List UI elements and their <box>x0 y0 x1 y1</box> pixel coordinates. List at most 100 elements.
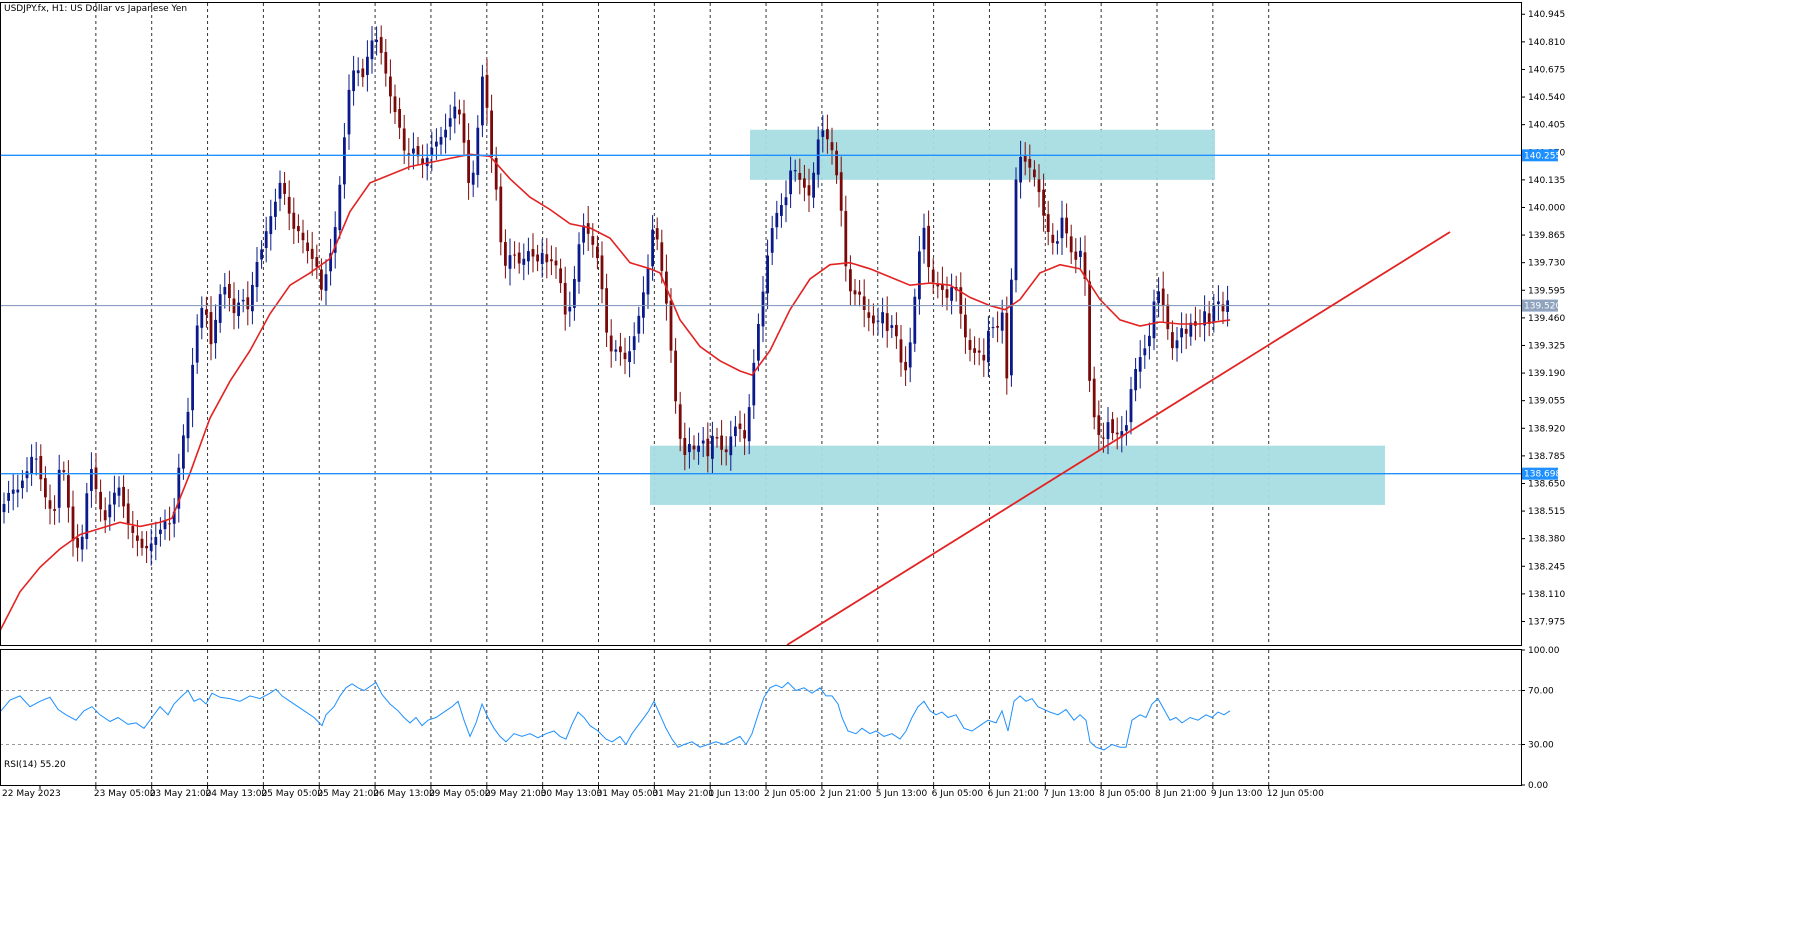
candle-body <box>697 445 700 452</box>
candle-body <box>582 225 585 243</box>
candle-body <box>76 538 79 548</box>
candle-body <box>255 261 259 288</box>
candle-body <box>494 157 498 190</box>
candle-body <box>973 348 976 353</box>
candle-body <box>292 212 296 229</box>
candle-body <box>315 257 319 267</box>
grid-layer <box>0 3 1521 785</box>
candle-body <box>504 242 507 266</box>
candle-body <box>39 455 43 480</box>
x-tick-label: 30 May 13:00 <box>541 789 603 799</box>
candle-body <box>835 150 838 176</box>
candle-body <box>85 493 89 540</box>
candle-body <box>757 324 760 361</box>
candle-body <box>1069 236 1073 253</box>
candle-body <box>297 226 300 232</box>
candle-body <box>347 89 351 135</box>
candles-layer <box>2 25 1229 566</box>
candle-body <box>729 436 733 456</box>
candle-body <box>306 242 309 252</box>
x-tick-label: 31 May 05:00 <box>597 789 659 799</box>
candle-body <box>1033 169 1036 178</box>
candle-body <box>435 141 438 147</box>
x-tick-label: 26 May 13:00 <box>373 789 435 799</box>
moving-average-line <box>0 153 1231 632</box>
candle-body <box>706 438 710 457</box>
candle-body <box>283 183 286 194</box>
x-tick-label: 25 May 21:00 <box>317 789 379 799</box>
y-tick-label: 138.650 <box>1528 479 1565 489</box>
candle-body <box>738 423 742 429</box>
candle-body <box>471 172 475 185</box>
candle-body <box>646 268 650 295</box>
x-tick-label: 1 Jun 13:00 <box>708 789 760 799</box>
candle-body <box>389 76 392 97</box>
candle-body <box>21 480 24 489</box>
candle-body <box>34 458 38 460</box>
candle-body <box>1207 313 1211 324</box>
main-frame <box>0 2 1522 646</box>
candle-body <box>25 471 29 479</box>
candle-body <box>218 294 222 323</box>
candle-body <box>734 426 737 437</box>
rsi-y-tick-label: 0.00 <box>1528 781 1548 791</box>
current-price-label: 139.520 <box>1524 302 1561 312</box>
candle-body <box>540 252 544 264</box>
candle-body <box>366 56 369 75</box>
candle-body <box>205 309 208 315</box>
candle-body <box>1125 425 1128 431</box>
candle-body <box>904 361 907 371</box>
candle-body <box>803 178 806 188</box>
candle-body <box>195 325 199 363</box>
y-tick-label: 140.540 <box>1528 93 1565 103</box>
candle-body <box>766 255 769 294</box>
candle-body <box>320 269 323 290</box>
candle-body <box>982 354 986 361</box>
candle-body <box>688 444 691 453</box>
candle-body <box>1042 189 1045 216</box>
candle-body <box>402 128 406 151</box>
candle-body <box>329 253 332 272</box>
candle-body <box>959 287 963 314</box>
candle-body <box>191 364 194 411</box>
candle-body <box>94 467 98 490</box>
candle-body <box>2 503 6 513</box>
y-tick-label: 138.785 <box>1528 452 1565 462</box>
candle-body <box>678 404 682 439</box>
x-tick-label: 6 Jun 05:00 <box>932 789 984 799</box>
candle-body <box>384 52 388 74</box>
candle-body <box>1148 335 1151 347</box>
candle-body <box>600 255 604 290</box>
candle-body <box>103 510 107 521</box>
candle-body <box>1065 217 1068 234</box>
candle-body <box>586 223 590 234</box>
y-tick-label: 138.920 <box>1528 424 1565 434</box>
candle-body <box>1083 252 1087 280</box>
trendline <box>786 231 1451 646</box>
candle-body <box>182 435 185 469</box>
candle-body <box>1019 156 1022 183</box>
candle-body <box>7 492 10 501</box>
candle-body <box>237 302 240 317</box>
candle-body <box>669 300 673 351</box>
candle-body <box>1056 241 1059 244</box>
candle-body <box>655 228 659 240</box>
candle-body <box>168 523 171 525</box>
candle-body <box>1134 368 1137 391</box>
y-tick-label: 139.595 <box>1528 286 1565 296</box>
candle-body <box>628 351 631 363</box>
candle-body <box>499 186 503 243</box>
candle-body <box>950 287 953 301</box>
y-tick-label: 140.000 <box>1528 203 1565 213</box>
price-label: 140.255 <box>1524 151 1561 161</box>
x-tick-label: 31 May 21:00 <box>652 789 714 799</box>
x-tick-label: 2 Jun 05:00 <box>764 789 816 799</box>
y-tick-label: 140.405 <box>1528 121 1565 131</box>
candle-body <box>816 139 820 175</box>
candle-body <box>701 440 705 444</box>
candle-body <box>269 216 273 235</box>
candle-body <box>1028 159 1032 168</box>
candle-body <box>1161 288 1165 306</box>
rsi-frame <box>0 649 1522 786</box>
